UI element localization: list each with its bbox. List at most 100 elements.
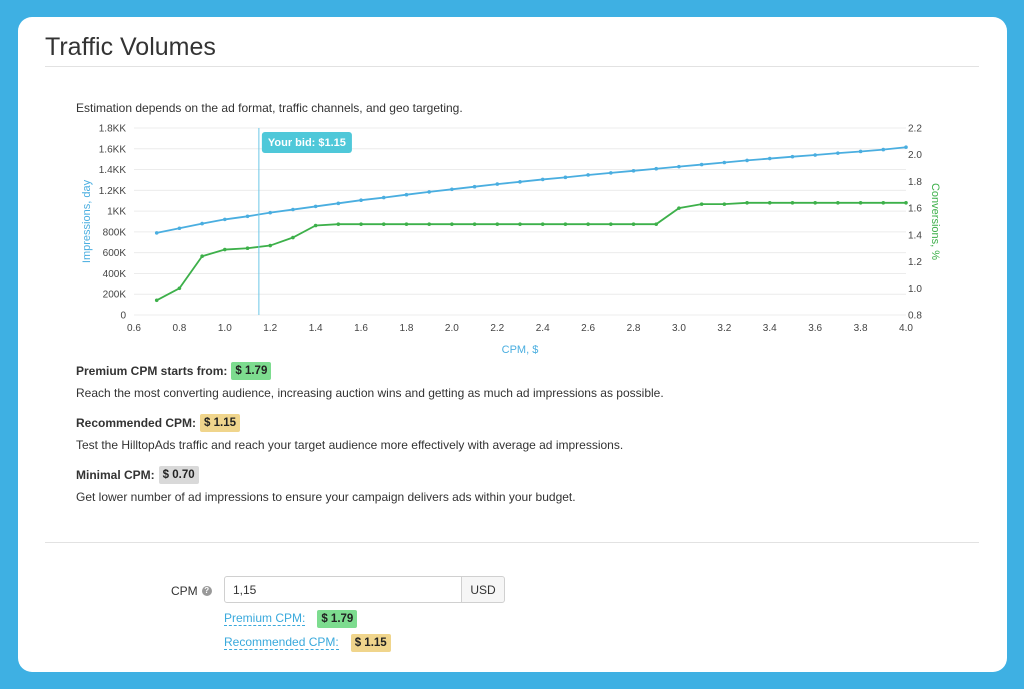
conversions-point: [745, 201, 749, 205]
recommended-cpm-link[interactable]: Recommended CPM:: [224, 635, 339, 650]
conversions-point: [223, 247, 227, 252]
impressions-point: [336, 201, 341, 206]
impressions-point: [291, 207, 295, 212]
conversions-point: [336, 222, 341, 226]
y-right-tick-label: 2.2: [908, 124, 922, 135]
title-divider: [45, 66, 979, 67]
y-left-tick-label: 1KK: [107, 207, 126, 218]
conversions-point: [677, 206, 681, 210]
conversions-line: [156, 201, 906, 302]
conversions-point: [699, 202, 704, 206]
conversions-point: [904, 201, 908, 205]
bid-marker-label: Your bid: $1.15: [268, 137, 346, 149]
conversions-point: [722, 202, 727, 206]
premium-cpm-row: Premium CPM: $ 1.79: [224, 610, 358, 628]
x-tick-label: 2.8: [627, 323, 641, 334]
conversions-point: [472, 222, 477, 226]
x-tick-label: 0.8: [172, 323, 186, 334]
impressions-point: [450, 187, 454, 192]
conversions-point: [813, 201, 817, 205]
minimal-cpm-info: Minimal CPM: $ 0.70 Get lower number of a…: [76, 466, 576, 504]
impressions-point: [472, 184, 477, 189]
impressions-point: [904, 145, 908, 150]
y-left-tick-label: 1.6KK: [99, 144, 127, 155]
y-right-tick-label: 1.6: [908, 204, 922, 215]
x-tick-label: 3.4: [763, 323, 777, 334]
impressions-point: [518, 180, 522, 184]
impressions-point: [495, 182, 500, 186]
premium-cpm-badge: $ 1.79: [231, 362, 272, 380]
conversions-point: [767, 201, 772, 205]
impressions-point: [154, 231, 159, 235]
impressions-point: [722, 160, 727, 165]
x-tick-label: 1.4: [309, 323, 323, 334]
conversions-point: [177, 286, 182, 291]
conversions-point: [881, 201, 886, 205]
y-left-tick-label: 400K: [103, 269, 127, 280]
conversions-point: [450, 222, 454, 226]
conversions-point: [313, 223, 318, 228]
conversions-point: [154, 298, 159, 303]
recommended-cpm-text: Test the HilltopAds traffic and reach yo…: [76, 438, 624, 452]
x-tick-label: 2.2: [490, 323, 504, 334]
y-right-tick-label: 1.4: [908, 230, 922, 241]
conversions-point: [359, 222, 363, 226]
y-left-tick-label: 1.2KK: [99, 186, 127, 197]
impressions-point: [790, 154, 795, 159]
conversions-point: [291, 235, 295, 240]
impressions-point: [177, 226, 182, 231]
traffic-volumes-card: Traffic Volumes Estimation depends on th…: [18, 17, 1007, 672]
impressions-point: [767, 156, 772, 161]
minimal-cpm-badge: $ 0.70: [158, 466, 199, 484]
x-axis-label: CPM, $: [502, 344, 539, 356]
x-tick-label: 3.2: [717, 323, 731, 334]
recommended-cpm-label: Recommended CPM:: [76, 416, 197, 430]
conversions-point: [404, 222, 409, 226]
impressions-point: [381, 195, 386, 200]
impressions-point: [654, 166, 659, 171]
cpm-input[interactable]: [224, 576, 462, 603]
conversions-point: [268, 243, 273, 248]
impressions-point: [223, 217, 227, 222]
x-tick-label: 1.8: [400, 323, 414, 334]
impressions-point: [540, 177, 545, 182]
cpm-field-label: CPM ?: [171, 584, 212, 598]
impressions-point: [813, 153, 817, 157]
conversions-point: [245, 246, 250, 251]
impressions-point: [836, 151, 840, 155]
conversions-point: [427, 222, 431, 226]
premium-cpm-link[interactable]: Premium CPM:: [224, 611, 306, 626]
y-right-tick-label: 1.2: [908, 257, 922, 268]
impressions-point: [609, 171, 613, 175]
impressions-point: [404, 192, 409, 197]
impressions-point: [313, 204, 318, 209]
y-right-tick-label: 0.8: [908, 311, 922, 322]
x-tick-label: 0.6: [127, 323, 141, 334]
x-tick-label: 2.0: [445, 323, 459, 334]
section-divider: [45, 542, 979, 543]
impressions-point: [427, 190, 431, 194]
x-tick-label: 4.0: [899, 323, 913, 334]
premium-cpm-label: Premium CPM starts from:: [76, 364, 228, 378]
conversions-point: [586, 222, 590, 226]
recommended-cpm-value-badge: $ 1.15: [350, 634, 391, 652]
x-tick-label: 1.6: [354, 323, 368, 334]
conversions-point: [654, 222, 659, 226]
traffic-chart: 0 200K 400K 600K 800K 1KK 1.2KK 1.4KK 1.6KK 1.8KK…: [81, 124, 941, 357]
impressions-point: [631, 169, 636, 173]
impressions-point: [245, 214, 250, 219]
recommended-cpm-info: Recommended CPM: $ 1.15 Test the HilltopA…: [76, 414, 623, 452]
impressions-line: [156, 146, 907, 234]
impressions-point: [586, 173, 590, 177]
conversions-point: [790, 201, 795, 205]
y-right-tick-label: 2.0: [908, 150, 922, 161]
question-circle-icon[interactable]: ?: [201, 586, 212, 596]
conversions-point: [609, 222, 613, 226]
conversions-point: [381, 222, 386, 226]
recommended-cpm-badge: $ 1.15: [200, 414, 241, 432]
x-tick-label: 2.4: [536, 323, 550, 334]
x-tick-label: 2.6: [581, 323, 595, 334]
y-right-axis-label: Conversions, %: [929, 183, 941, 260]
conversions-point: [495, 222, 500, 226]
conversions-point: [518, 222, 522, 226]
